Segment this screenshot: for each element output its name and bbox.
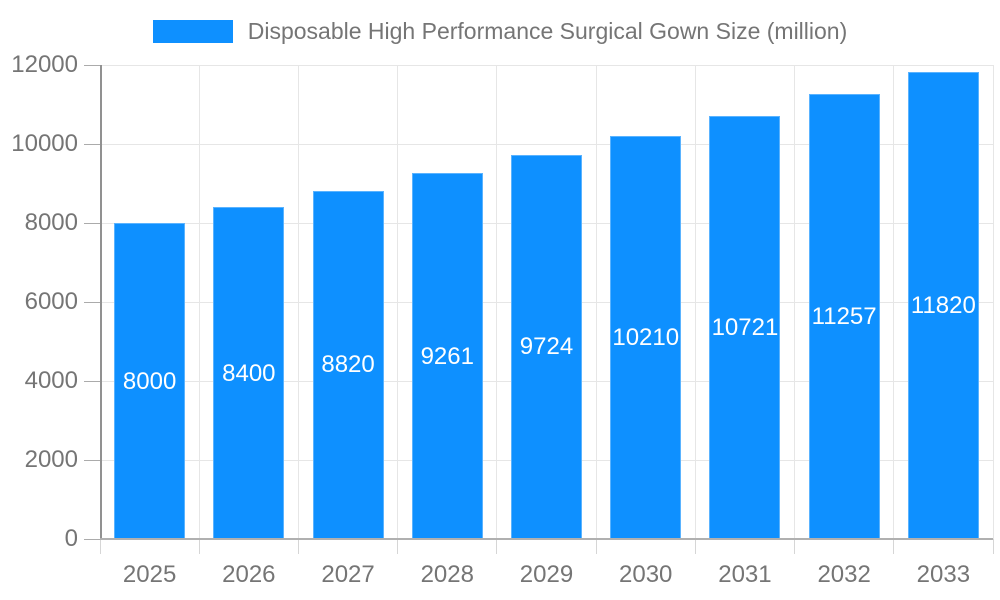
v-gridline (694, 65, 696, 539)
y-tick-label: 4000 (24, 367, 78, 394)
y-tick (84, 459, 100, 461)
x-tick (992, 539, 994, 554)
x-tick (794, 539, 796, 554)
x-tick-label: 2030 (619, 561, 673, 588)
y-tick-label: 6000 (24, 288, 78, 315)
bar[interactable]: 11820 (907, 72, 979, 539)
x-tick-label: 2025 (122, 561, 177, 588)
x-tick (595, 539, 597, 554)
bar[interactable]: 8000 (114, 223, 186, 539)
h-gridline (100, 64, 993, 66)
x-axis-line (100, 538, 993, 540)
x-tick (397, 539, 399, 554)
legend-label: Disposable High Performance Surgical Gow… (247, 18, 848, 44)
bar[interactable]: 9261 (411, 173, 483, 539)
bar[interactable]: 8820 (312, 190, 384, 539)
y-tick (84, 222, 100, 224)
v-gridline (794, 65, 796, 539)
x-tick (694, 539, 696, 554)
x-tick (198, 539, 200, 554)
x-tick-label: 2029 (519, 561, 574, 588)
y-tick (84, 143, 100, 145)
y-tick-label: 8000 (24, 209, 78, 236)
x-tick (297, 539, 299, 554)
v-gridline (496, 65, 498, 539)
x-tick-label: 2026 (222, 561, 276, 588)
bar-value-label: 9724 (519, 333, 574, 361)
v-gridline (992, 65, 994, 539)
y-tick-label: 12000 (11, 51, 78, 78)
bar-value-label: 11257 (811, 303, 877, 331)
bar-value-label: 10210 (612, 323, 680, 351)
y-tick-label: 2000 (24, 446, 78, 473)
x-tick-label: 2028 (420, 561, 474, 588)
bar[interactable]: 9724 (511, 154, 582, 539)
bar-value-label: 8820 (321, 351, 375, 379)
v-gridline (297, 65, 299, 539)
x-tick-label: 2033 (916, 561, 971, 588)
bar-value-label: 8000 (122, 367, 177, 395)
v-gridline (595, 65, 597, 539)
y-axis-line (100, 65, 102, 539)
bar[interactable]: 10721 (709, 115, 781, 539)
y-tick (84, 301, 100, 303)
bar-value-label: 9261 (420, 342, 474, 370)
plot-area: 0 2000 4000 6000 8000 10000 12000 8000 8400 8820 9… (11, 51, 994, 588)
y-tick (84, 380, 100, 382)
legend-item[interactable]: Disposable High Performance Surgical Gow… (152, 18, 848, 45)
bar[interactable]: 8400 (213, 207, 285, 539)
bar[interactable]: 11257 (808, 94, 880, 539)
v-gridline (397, 65, 399, 539)
h-gridline (100, 143, 993, 145)
x-tick-label: 2027 (321, 561, 375, 588)
y-tick-label: 0 (64, 525, 78, 552)
y-tick (84, 538, 100, 540)
x-tick (496, 539, 498, 554)
x-tick (99, 539, 101, 554)
v-gridline (198, 65, 200, 539)
bar-value-label: 8400 (222, 359, 276, 387)
legend-swatch (152, 20, 233, 43)
x-tick-label: 2032 (817, 561, 871, 588)
bar-value-label: 10721 (711, 313, 779, 341)
x-tick (893, 539, 895, 554)
legend: Disposable High Performance Surgical Gow… (0, 18, 1000, 45)
y-tick-label: 10000 (11, 130, 78, 157)
y-tick (84, 64, 100, 66)
bar-value-label: 11820 (910, 292, 976, 320)
x-tick-label: 2031 (718, 561, 772, 588)
bar[interactable]: 10210 (610, 135, 682, 539)
v-gridline (893, 65, 895, 539)
